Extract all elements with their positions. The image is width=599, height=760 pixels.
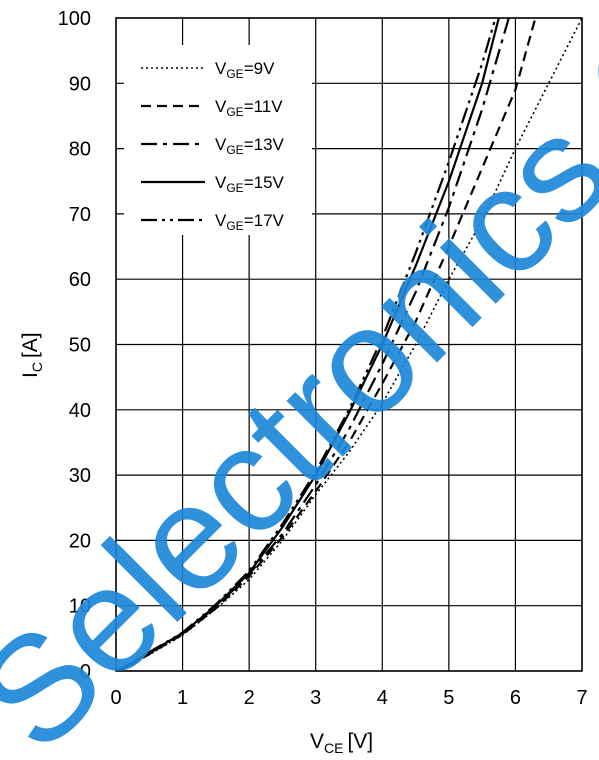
plot-frame [115, 17, 583, 672]
y-tick-label: 100 [58, 8, 91, 30]
legend-label-3: VGE=15V [215, 173, 285, 195]
y-tick-label: 50 [69, 335, 91, 357]
y-tick-label: 90 [69, 73, 91, 95]
y-tick-label: 80 [69, 139, 91, 161]
x-tick-labels: 0 1 2 3 4 5 6 7 [110, 687, 587, 709]
legend-label-1: VGE=11V [215, 97, 283, 119]
x-tick-label: 0 [110, 687, 121, 709]
x-tick-label: 1 [177, 687, 188, 709]
x-tick-label: 3 [310, 687, 321, 709]
x-tick-label: 6 [510, 687, 521, 709]
y-tick-label: 40 [69, 400, 91, 422]
y-tick-label: 60 [69, 269, 91, 291]
y-tick-label: 10 [69, 596, 91, 618]
x-tick-label: 7 [576, 687, 587, 709]
legend-background [124, 45, 312, 235]
y-axis-label: IC[A] [19, 332, 45, 378]
series-line-1 [116, 18, 537, 671]
series-line-4 [116, 18, 497, 671]
x-tick-label: 4 [377, 687, 388, 709]
series-layer [116, 18, 582, 671]
legend-label-4: VGE=17V [215, 211, 285, 233]
legend-label-0: VGE=9V [215, 59, 275, 81]
y-tick-label: 20 [69, 530, 91, 552]
x-tick-label: 2 [244, 687, 255, 709]
y-tick-label: 0 [80, 661, 91, 683]
y-tick-labels: 0 10 20 30 40 50 60 70 80 90 100 [58, 8, 91, 683]
y-tick-label: 30 [69, 465, 91, 487]
legend: VGE=9V VGE=11V VGE=13V VGE=15V VGE=17V [124, 45, 312, 235]
x-axis-label: VCE [V] [310, 730, 373, 756]
y-tick-label: 70 [69, 204, 91, 226]
legend-label-2: VGE=13V [215, 135, 285, 157]
x-tick-label: 5 [443, 687, 454, 709]
